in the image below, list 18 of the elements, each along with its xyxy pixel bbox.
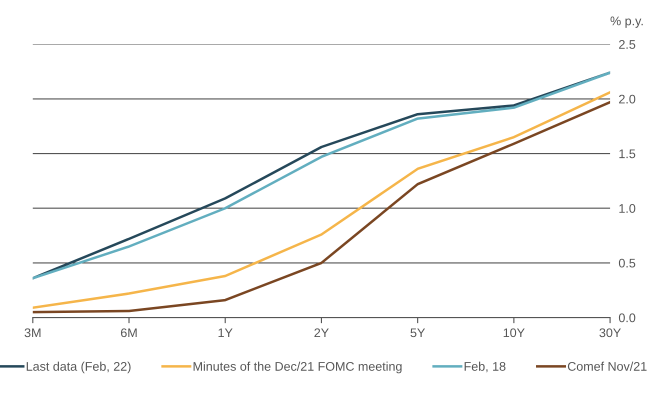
- legend-label: Last data (Feb, 22): [26, 362, 131, 374]
- legend-label: Comef Nov/21: [568, 362, 647, 371]
- x-tick-label: 30Y: [599, 328, 621, 338]
- x-tick-label: 1Y: [218, 328, 233, 338]
- legend-label: Feb, 18: [464, 362, 506, 372]
- y-tick-label: 2.5: [619, 40, 636, 49]
- y-tick-label: 1.5: [619, 149, 636, 158]
- x-tick-label: 5Y: [410, 328, 426, 338]
- x-tick-label: 10Y: [504, 328, 525, 338]
- y-tick-label: 0.5: [618, 258, 636, 268]
- y-tick-label: 2.0: [619, 94, 636, 104]
- x-tick-label: 6M: [120, 328, 137, 338]
- legend-label: Minutes of the Dec/21 FOMC meeting: [194, 362, 402, 374]
- x-tick-label: 2Y: [314, 328, 329, 338]
- x-tick-label: 3M: [24, 328, 40, 338]
- y-tick-label: 0.0: [618, 313, 636, 322]
- y-tick-label: 1.0: [619, 204, 636, 213]
- y-axis-title: % p.y.: [610, 16, 643, 28]
